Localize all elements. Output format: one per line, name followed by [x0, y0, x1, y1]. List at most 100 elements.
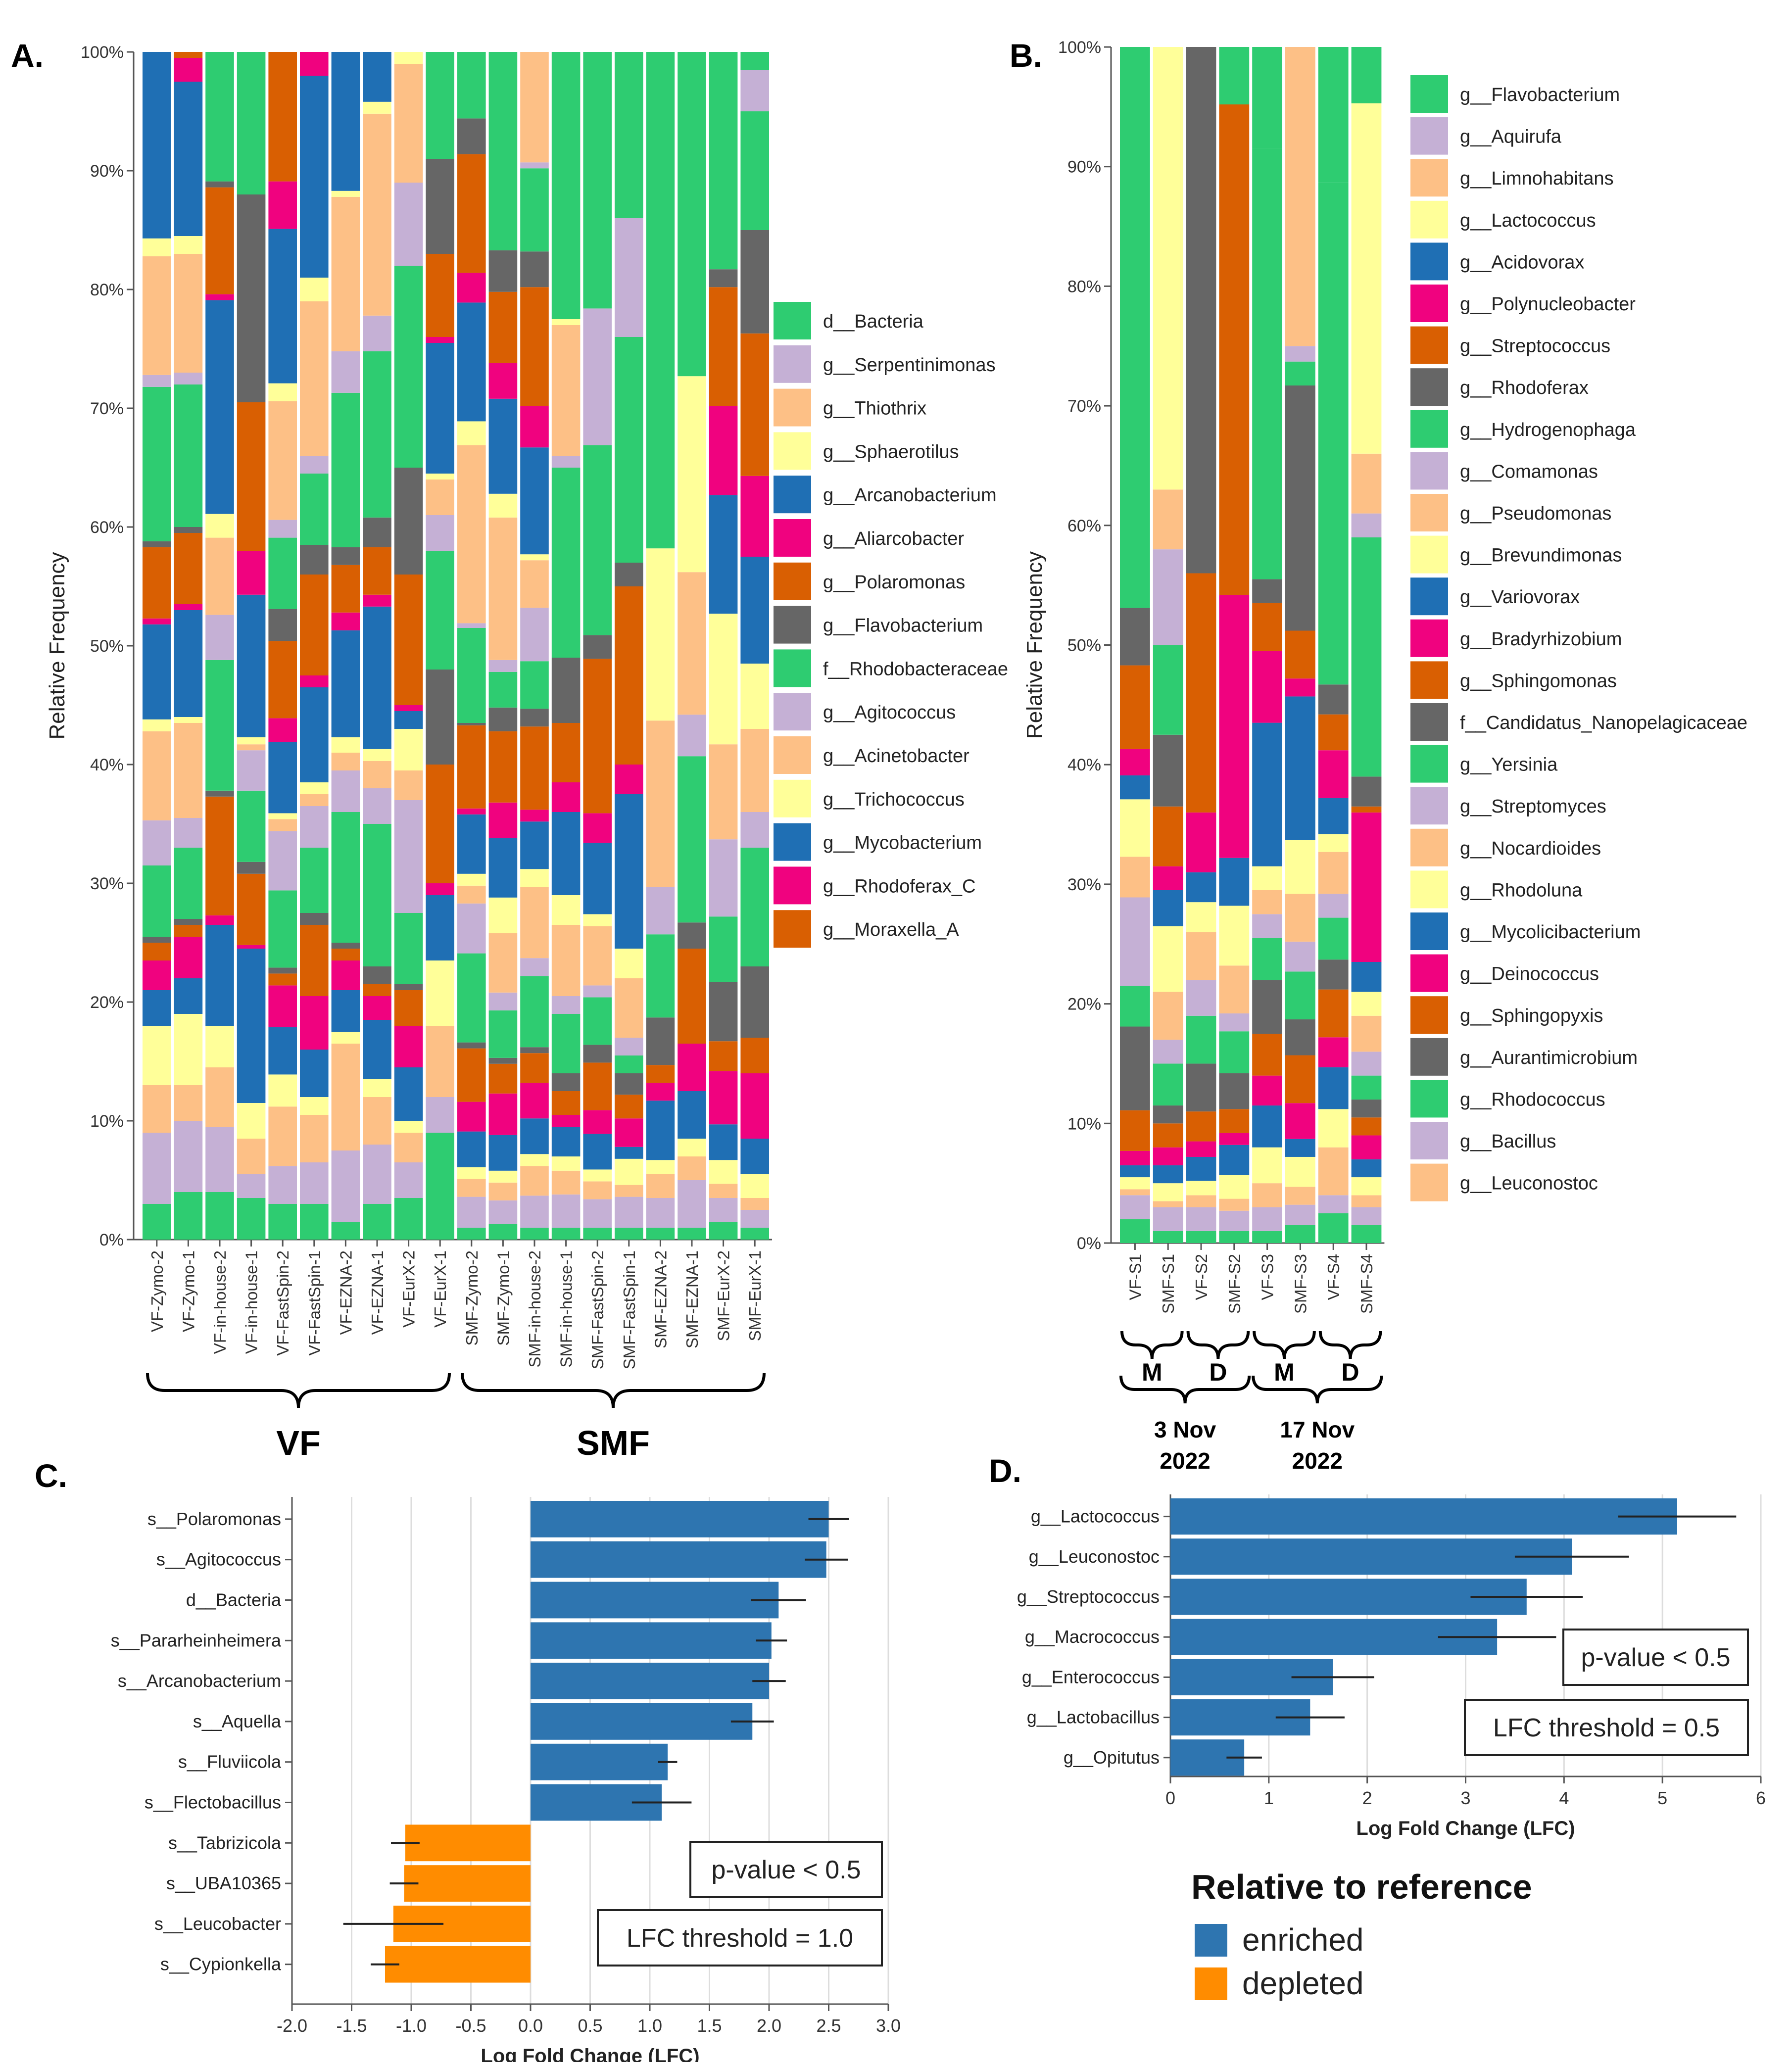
bar-segment: [646, 934, 675, 1018]
bar-segment: [1219, 594, 1250, 858]
y-tick-label: 60%: [1067, 517, 1101, 535]
x-tick-label: 1.5: [697, 2015, 722, 2036]
bar-segment: [551, 1170, 581, 1195]
bar-segment: [268, 819, 297, 831]
legend-swatch: [774, 519, 811, 557]
bar-segment: [740, 476, 769, 557]
bar-segment: [143, 52, 171, 239]
legend-swatch: [1410, 1080, 1448, 1118]
group-brace: [461, 1373, 766, 1408]
bar-segment: [709, 1160, 738, 1184]
bar-segment: [300, 1050, 329, 1097]
bar-segment: [300, 52, 329, 76]
bar-segment: [1153, 926, 1183, 992]
bar-segment: [174, 52, 203, 58]
bar-segment: [1351, 47, 1382, 103]
bar-segment: [1351, 453, 1382, 514]
bar-segment: [205, 790, 234, 797]
x-tick-label: VF-FastSpin-2: [274, 1250, 292, 1356]
annotation-box: [1562, 1629, 1749, 1686]
bar-segment: [1120, 1219, 1150, 1243]
bar-segment: [709, 1041, 738, 1071]
bar-segment: [143, 1026, 171, 1085]
bar-segment: [1153, 1165, 1183, 1184]
legend-label: g__Mycolicibacterium: [1460, 922, 1641, 943]
legend-label: g__Comamonas: [1460, 461, 1598, 482]
bar-segment: [331, 949, 360, 960]
bar-segment: [678, 1139, 706, 1156]
bar-segment: [488, 291, 518, 363]
x-tick-label: SMF-FastSpin-2: [588, 1250, 607, 1369]
bar-segment: [205, 660, 234, 791]
lfc-bar: [1170, 1538, 1572, 1575]
bar-segment: [1285, 630, 1315, 679]
bar-segment: [426, 960, 454, 1026]
bar-segment: [740, 966, 769, 1038]
legend-label: depleted: [1242, 1966, 1364, 2001]
lfc-bar: [531, 1501, 829, 1537]
bar-segment: [615, 218, 643, 337]
bar-segment: [520, 887, 549, 959]
bar-segment: [678, 922, 706, 949]
bar-segment: [174, 1085, 203, 1121]
bar-segment: [394, 729, 423, 770]
lfc-bar: [531, 1541, 826, 1578]
legend-label: f__Candidatus_Nanopelagicaceae: [1460, 713, 1747, 733]
bar-segment: [363, 315, 391, 351]
x-tick-label: SMF-in-house-1: [557, 1250, 576, 1368]
legend-swatch: [1410, 494, 1448, 531]
bar-segment: [709, 406, 738, 495]
bar-segment: [300, 782, 329, 794]
bar-segment: [615, 1055, 643, 1073]
y-tick-label: 30%: [90, 874, 124, 893]
bar-segment: [457, 903, 486, 954]
bar-segment: [709, 495, 738, 614]
bar-segment: [488, 1010, 518, 1058]
bar-segment: [426, 254, 454, 337]
bar-segment: [205, 300, 234, 514]
bar-segment: [709, 1222, 738, 1240]
bar-segment: [363, 113, 391, 316]
bar-segment: [1318, 1037, 1349, 1067]
bar-segment: [426, 1133, 454, 1240]
bar-segment: [583, 1228, 612, 1240]
x-tick-label: VF-EZNA-2: [337, 1250, 355, 1335]
category-label: s__Flectobacillus: [145, 1792, 281, 1813]
bar-segment: [174, 818, 203, 848]
bar-segment: [268, 1027, 297, 1075]
y-axis-label: Relative Frequency: [1022, 551, 1047, 739]
legend-label: g__Flavobacterium: [1460, 85, 1620, 105]
bar-segment: [205, 187, 234, 294]
bar-segment: [740, 111, 769, 230]
bar-segment: [394, 1133, 423, 1162]
bar-segment: [1186, 1207, 1216, 1231]
bar-segment: [709, 916, 738, 982]
bar-segment: [551, 658, 581, 723]
bar-segment: [237, 551, 266, 595]
x-tick-label: -1.0: [396, 2015, 427, 2036]
legend-swatch: [1195, 1967, 1227, 2000]
x-tick-label: SMF-EZNA-2: [651, 1250, 670, 1348]
bar-segment: [205, 294, 234, 300]
bar-segment: [1285, 47, 1315, 346]
bar-segment: [520, 554, 549, 561]
legend-label: d__Bacteria: [823, 311, 924, 332]
x-tick-label: -2.0: [277, 2015, 307, 2036]
bar-segment: [678, 1044, 706, 1091]
bar-segment: [1120, 897, 1150, 986]
subgroup-label: D: [1209, 1358, 1227, 1386]
legend-label: g__Leuconostoc: [1460, 1173, 1598, 1194]
bar-segment: [1252, 47, 1282, 149]
category-label: s__UBA10365: [166, 1873, 281, 1893]
bar-segment: [237, 1174, 266, 1198]
bar-segment: [1351, 806, 1382, 813]
bar-segment: [205, 925, 234, 1026]
bar-segment: [300, 996, 329, 1050]
bar-segment: [174, 533, 203, 604]
bar-segment: [143, 820, 171, 865]
lfc-bar: [385, 1946, 531, 1983]
bar-segment: [1120, 47, 1150, 608]
bar-segment: [740, 729, 769, 812]
date-year-label: 2022: [1292, 1448, 1343, 1474]
